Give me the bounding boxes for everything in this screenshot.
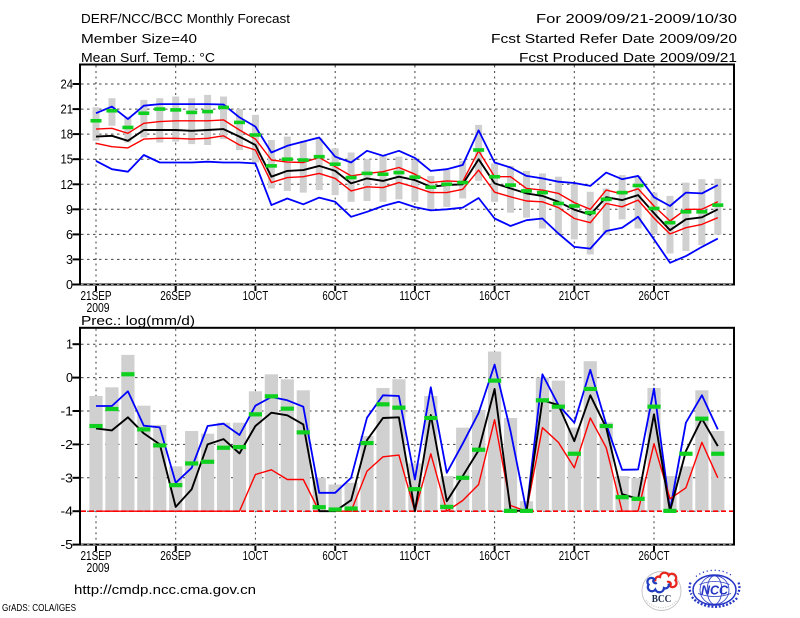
svg-text:0: 0 (66, 278, 73, 292)
svg-text:21OCT: 21OCT (559, 549, 590, 563)
svg-text:21: 21 (61, 103, 74, 117)
svg-text:http://cmdp.ncc.cma.gov.cn: http://cmdp.ncc.cma.gov.cn (74, 583, 256, 597)
svg-text:9: 9 (66, 203, 73, 217)
svg-text:Mean Surf. Temp.: °C: Mean Surf. Temp.: °C (81, 51, 215, 65)
svg-text:26SEP: 26SEP (160, 549, 191, 563)
svg-text:1: 1 (66, 338, 73, 352)
svg-text:16OCT: 16OCT (479, 549, 510, 563)
svg-text:24: 24 (61, 78, 74, 92)
svg-text:GrADS: COLA/IGES: GrADS: COLA/IGES (2, 603, 76, 614)
svg-text:6OCT: 6OCT (322, 289, 348, 303)
svg-text:For 2009/09/21-2009/10/30: For 2009/09/21-2009/10/30 (536, 12, 737, 26)
svg-text:BCC: BCC (652, 594, 672, 605)
svg-text:21SEP: 21SEP (81, 549, 112, 563)
svg-text:16OCT: 16OCT (479, 289, 510, 303)
svg-text:Member Size=40: Member Size=40 (81, 32, 197, 46)
svg-text:-1: -1 (61, 405, 74, 419)
svg-text:Fcst Started Refer Date 2009/0: Fcst Started Refer Date 2009/09/20 (491, 32, 737, 46)
svg-text:6OCT: 6OCT (322, 549, 348, 563)
svg-text:-2: -2 (61, 438, 74, 452)
svg-text:26OCT: 26OCT (639, 289, 670, 303)
svg-text:1OCT: 1OCT (243, 549, 269, 563)
svg-text:3: 3 (66, 253, 73, 267)
svg-text:-5: -5 (61, 538, 74, 552)
svg-text:2009: 2009 (87, 561, 110, 575)
svg-text:21OCT: 21OCT (559, 289, 590, 303)
svg-text:Fcst Produced Date 2009/09/21: Fcst Produced Date 2009/09/21 (519, 51, 737, 65)
svg-text:2009: 2009 (87, 301, 110, 315)
svg-text:-3: -3 (61, 471, 74, 485)
svg-text:18: 18 (61, 128, 74, 142)
svg-text:DERF/NCC/BCC Monthly Forecast: DERF/NCC/BCC Monthly Forecast (81, 12, 291, 26)
svg-text:26OCT: 26OCT (639, 549, 670, 563)
svg-text:NCC: NCC (701, 584, 729, 598)
svg-text:0: 0 (66, 371, 73, 385)
svg-text:6: 6 (66, 228, 73, 242)
svg-text:11OCT: 11OCT (399, 549, 430, 563)
svg-text:15: 15 (61, 153, 74, 167)
svg-text:11OCT: 11OCT (399, 289, 430, 303)
svg-text:12: 12 (61, 178, 74, 192)
svg-text:21SEP: 21SEP (81, 289, 112, 303)
svg-text:-4: -4 (61, 505, 74, 519)
svg-text:Prec.: log(mm/d): Prec.: log(mm/d) (81, 314, 195, 328)
svg-text:1OCT: 1OCT (243, 289, 269, 303)
svg-text:26SEP: 26SEP (160, 289, 191, 303)
